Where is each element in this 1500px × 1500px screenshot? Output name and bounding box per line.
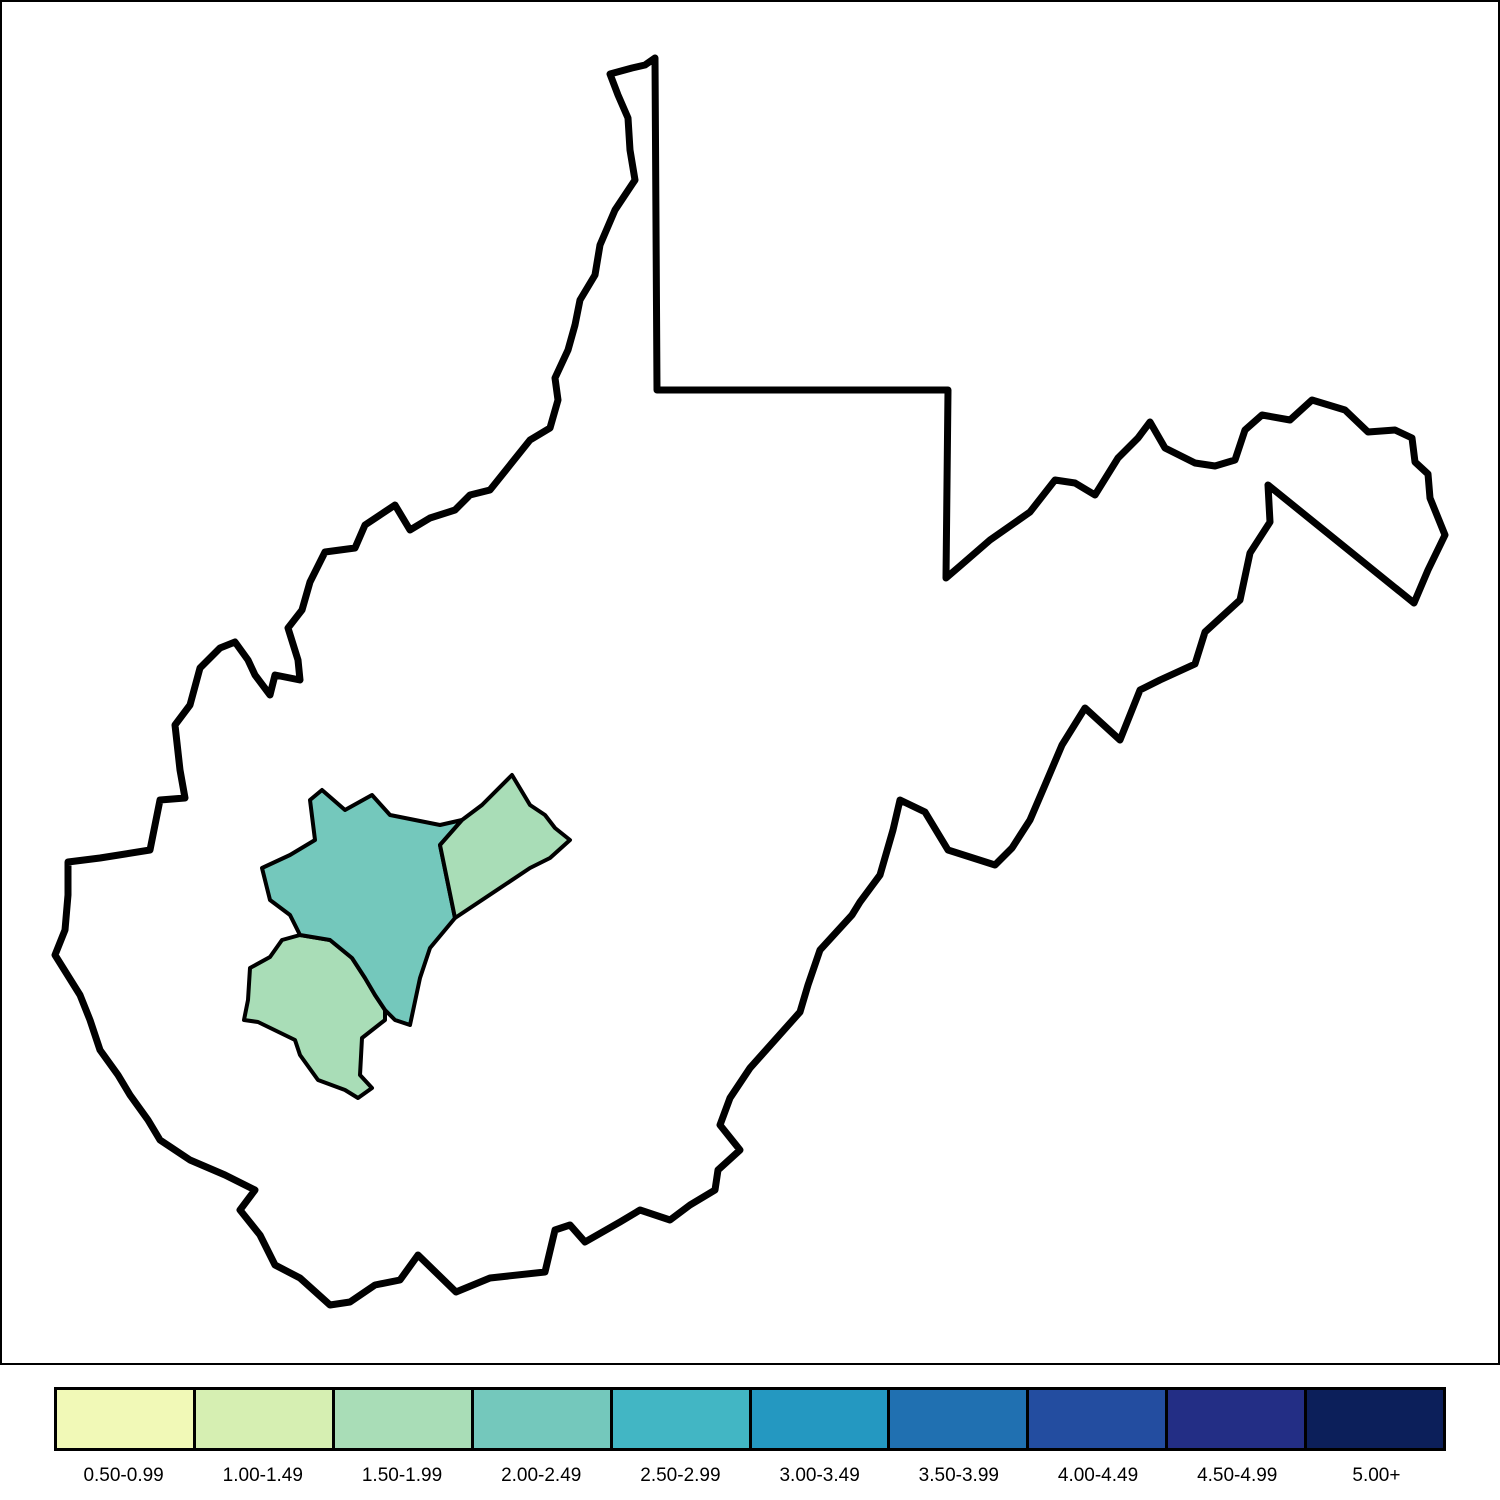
county-central [260, 788, 464, 1027]
legend-label: 2.00-2.49 [501, 1465, 582, 1486]
legend-labels: 0.50-0.99 1.00-1.49 1.50-1.99 2.00-2.49 2.50… [54, 1465, 1446, 1487]
legend-label: 4.00-4.49 [1057, 1465, 1139, 1486]
legend-label: 5.00+ [1352, 1465, 1401, 1486]
state-map [51, 54, 1449, 1309]
color-legend [54, 1387, 1446, 1451]
legend-label: 3.50-3.99 [918, 1465, 999, 1486]
legend-label: 3.00-3.49 [779, 1465, 860, 1486]
map-frame [0, 0, 1500, 1365]
legend-swatch [57, 1390, 196, 1448]
county-east [438, 773, 572, 920]
legend-swatch [1168, 1390, 1308, 1448]
legend-swatch [890, 1390, 1030, 1448]
legend-swatch [1307, 1390, 1444, 1448]
state-outline [51, 54, 1449, 1309]
legend-swatch [334, 1390, 474, 1448]
legend-label: 1.50-1.99 [361, 1465, 443, 1486]
legend-label: 1.00-1.49 [222, 1465, 303, 1486]
legend-swatch [612, 1390, 752, 1448]
legend-swatch [1029, 1390, 1169, 1448]
legend-label: 2.50-2.99 [640, 1465, 721, 1486]
legend-label: 0.50-0.99 [83, 1465, 164, 1486]
legend-swatch [195, 1390, 335, 1448]
legend-label: 4.50-4.99 [1197, 1465, 1278, 1486]
legend-swatch [473, 1390, 613, 1448]
legend-swatch [751, 1390, 891, 1448]
